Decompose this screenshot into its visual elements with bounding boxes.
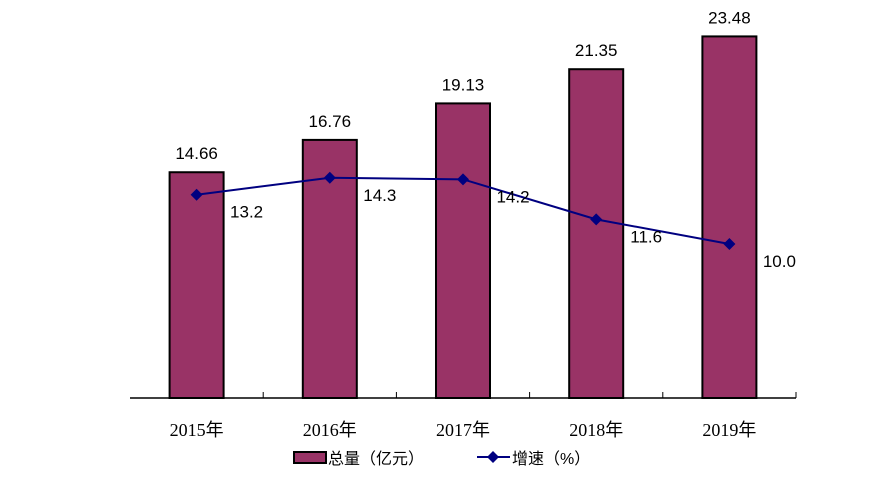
line-data-label: 10.0	[763, 252, 796, 271]
bar-data-label: 14.66	[175, 144, 218, 163]
x-tick-label: 2015年	[170, 420, 224, 440]
bar-data-label: 21.35	[575, 41, 618, 60]
x-tick-label: 2019年	[702, 420, 756, 440]
line-data-label: 14.3	[363, 186, 396, 205]
bar-data-label: 16.76	[309, 112, 352, 131]
bar-data-label: 19.13	[442, 75, 485, 94]
bar-data-label: 23.48	[708, 8, 751, 27]
line-data-label: 11.6	[630, 227, 662, 246]
legend-line-label: 增速（%）	[512, 450, 590, 468]
line-marker	[723, 238, 736, 250]
x-tick-label: 2017年	[436, 420, 490, 440]
bar	[168, 171, 225, 399]
bar	[701, 35, 758, 400]
bar	[435, 102, 491, 399]
legend-bar-label: 总量（亿元）	[328, 450, 424, 468]
x-tick-label: 2018年	[569, 420, 623, 440]
line-data-label: 13.2	[230, 203, 263, 222]
line-marker	[590, 213, 603, 226]
line-data-label: 14.2	[496, 187, 529, 206]
line-marker	[323, 171, 336, 184]
legend-line-marker	[487, 451, 499, 463]
x-tick-label: 2016年	[303, 420, 357, 440]
line-marker	[190, 188, 203, 201]
legend-bar-swatch	[293, 451, 327, 464]
line-marker	[457, 173, 469, 186]
bar	[568, 68, 625, 400]
